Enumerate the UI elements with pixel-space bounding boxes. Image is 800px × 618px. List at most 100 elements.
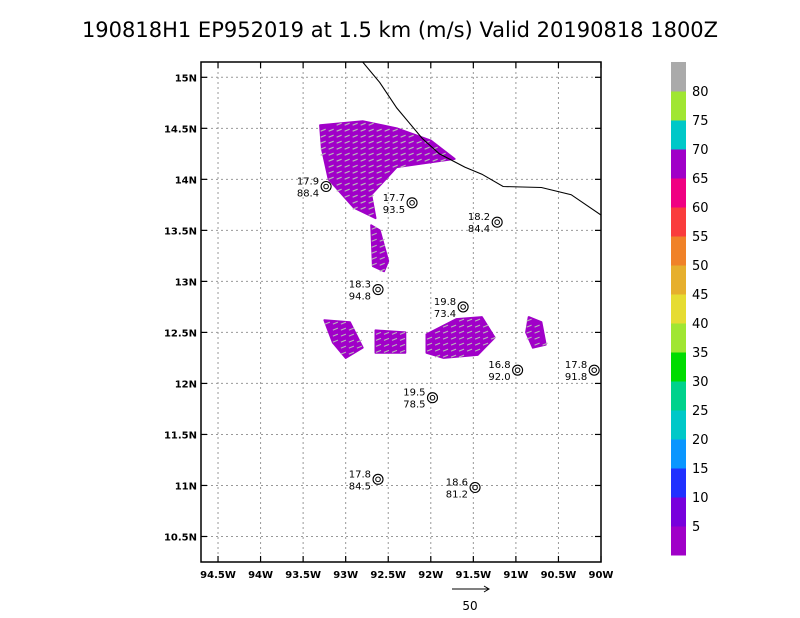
wind-arrow	[426, 336, 433, 340]
x-tick-label: 92.5W	[370, 570, 406, 581]
wind-arrow	[474, 342, 481, 346]
wind-arrow	[399, 349, 406, 353]
wind-arrow	[344, 164, 350, 168]
wind-arrow	[392, 128, 398, 132]
wind-arrow	[458, 336, 465, 340]
wind-arrow	[352, 128, 358, 132]
wind-arrow	[379, 238, 385, 242]
x-tick-label: 94.5W	[200, 570, 236, 581]
wind-arrow	[392, 134, 398, 138]
x-tick-label: 90W	[589, 570, 614, 581]
wind-arrow	[392, 158, 398, 162]
wind-arrow	[432, 158, 438, 162]
wind-arrow	[416, 152, 422, 156]
wind-arrow	[400, 140, 406, 144]
dropsonde-label-top: 19.8	[434, 297, 456, 308]
wind-arrow	[450, 348, 457, 352]
wind-arrow	[466, 318, 473, 322]
dropsonde-label-bottom: 84.4	[468, 224, 490, 235]
colorbar-segment-1	[671, 497, 686, 527]
wind-arrow	[434, 330, 441, 334]
wind-arrow	[340, 321, 347, 325]
dropsonde-core-9	[472, 484, 478, 491]
wind-arrow	[356, 345, 363, 349]
wind-arrow	[450, 336, 457, 340]
wind-arrow	[368, 152, 374, 156]
wind-arrow	[542, 342, 548, 346]
wind-arrow	[424, 152, 430, 156]
wind-arrow	[534, 342, 540, 346]
wind-arrow	[482, 336, 489, 340]
wind-arrow	[352, 158, 358, 162]
reference-vector: 50	[452, 585, 490, 613]
wind-arrow	[344, 134, 350, 138]
wind-arrow	[352, 122, 358, 126]
wind-arrow	[368, 146, 374, 150]
wind-arrow	[360, 200, 366, 204]
dropsonde-ring-4	[457, 301, 469, 313]
colorbar-label: 10	[692, 491, 709, 506]
wind-arrow	[328, 164, 334, 168]
wind-arrow	[368, 140, 374, 144]
wind-arrow	[474, 348, 481, 352]
wind-arrow	[328, 170, 334, 174]
colorbar-label: 45	[692, 288, 709, 303]
dropsonde-core-7	[429, 394, 436, 401]
wind-speed-field	[319, 120, 548, 359]
y-tick-label: 10.5N	[164, 532, 197, 543]
wind-arrow	[336, 176, 342, 180]
wind-arrow	[360, 170, 366, 174]
wind-arrow	[391, 343, 398, 347]
wind-arrow	[400, 146, 406, 150]
wind-arrow	[328, 158, 334, 162]
wind-arrow	[434, 354, 441, 358]
wind-arrow	[336, 158, 342, 162]
y-tick-label: 15N	[175, 73, 197, 84]
reference-vector-label: 50	[462, 599, 477, 613]
wind-arrow	[391, 349, 398, 353]
wind-arrow	[360, 152, 366, 156]
dropsonde-markers: 17.988.4 17.793.5 18.284.4 18.394.8 19.873.4…	[297, 176, 600, 501]
wind-arrow	[368, 188, 374, 192]
wind-arrow	[400, 134, 406, 138]
dropsonde-ring-0	[320, 180, 332, 193]
wind-arrow	[371, 250, 377, 254]
y-tick-label: 12.5N	[164, 328, 197, 339]
x-tick-label: 94W	[248, 570, 273, 581]
wind-arrow	[368, 164, 374, 168]
wind-arrow	[360, 176, 366, 180]
wind-arrow	[384, 170, 390, 174]
colorbar-segment-15	[671, 91, 686, 121]
wind-arrow	[379, 256, 385, 260]
wind-arrow	[392, 152, 398, 156]
wind-arrow	[336, 122, 342, 126]
dropsonde-label-bottom: 73.4	[434, 309, 456, 320]
wind-arrow	[336, 164, 342, 168]
wind-arrow	[482, 342, 489, 346]
wind-arrow	[466, 342, 473, 346]
wind-arrow	[376, 158, 382, 162]
wind-arrow	[400, 152, 406, 156]
wind-arrow	[368, 134, 374, 138]
y-tick-label: 14N	[175, 175, 197, 186]
dropsonde-ring-6	[588, 364, 600, 376]
wind-arrow	[426, 342, 433, 346]
reference-arrow-head	[483, 585, 490, 593]
colorbar-segment-11	[671, 207, 686, 237]
dropsonde-core-8	[375, 476, 381, 483]
wind-arrow	[336, 134, 342, 138]
wind-arrow	[360, 182, 366, 186]
plot-frame	[200, 61, 602, 563]
wind-arrow	[376, 128, 382, 132]
wind-arrow	[408, 152, 414, 156]
wind-arrow	[383, 349, 390, 353]
wind-arrow	[376, 134, 382, 138]
wind-arrow	[379, 244, 385, 248]
wind-arrow	[384, 164, 390, 168]
wind-arrow	[534, 324, 540, 328]
wind-arrow	[344, 176, 350, 180]
wind-arrow	[368, 128, 374, 132]
wind-arrow	[336, 170, 342, 174]
wind-arrow	[368, 170, 374, 174]
wind-arrow	[336, 152, 342, 156]
